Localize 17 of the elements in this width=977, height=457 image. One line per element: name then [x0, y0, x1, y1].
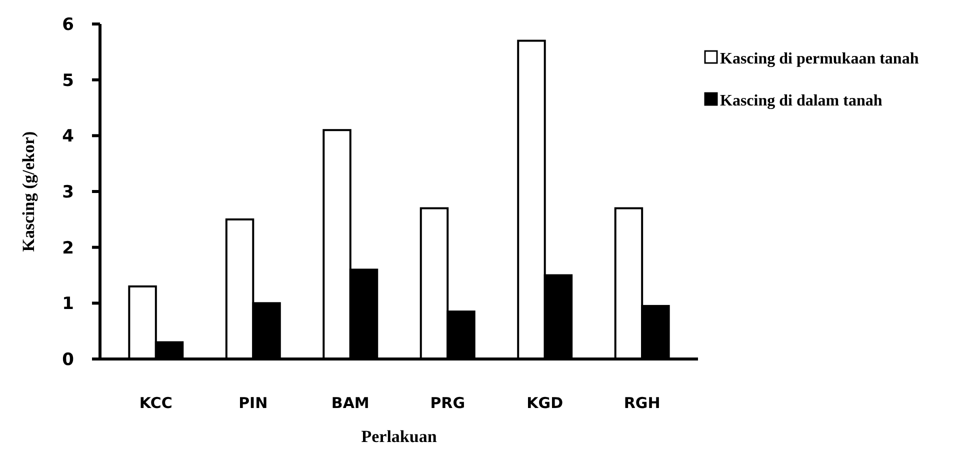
legend-label: Kascing di dalam tanah — [720, 92, 882, 110]
x-tick-label: KGD — [526, 394, 564, 412]
x-tick-label: PIN — [238, 394, 268, 412]
y-tick-label: 2 — [62, 238, 74, 258]
x-axis-title: Perlakuan — [361, 427, 438, 446]
x-tick-label: PRG — [430, 394, 466, 412]
x-tick-label: RGH — [624, 394, 660, 412]
y-tick-label: 0 — [62, 350, 74, 370]
x-tick-label: KCC — [139, 394, 172, 412]
y-axis-title: Kascing (g/ekor) — [19, 131, 38, 252]
legend-label: Kascing di permukaan tanah — [720, 50, 919, 68]
y-tick-label: 5 — [62, 70, 74, 91]
y-tick-label: 4 — [62, 126, 74, 147]
x-tick-label: BAM — [331, 394, 370, 412]
y-tick-label: 3 — [62, 182, 74, 202]
y-tick-label: 6 — [62, 14, 74, 35]
y-tick-label: 1 — [62, 294, 74, 314]
